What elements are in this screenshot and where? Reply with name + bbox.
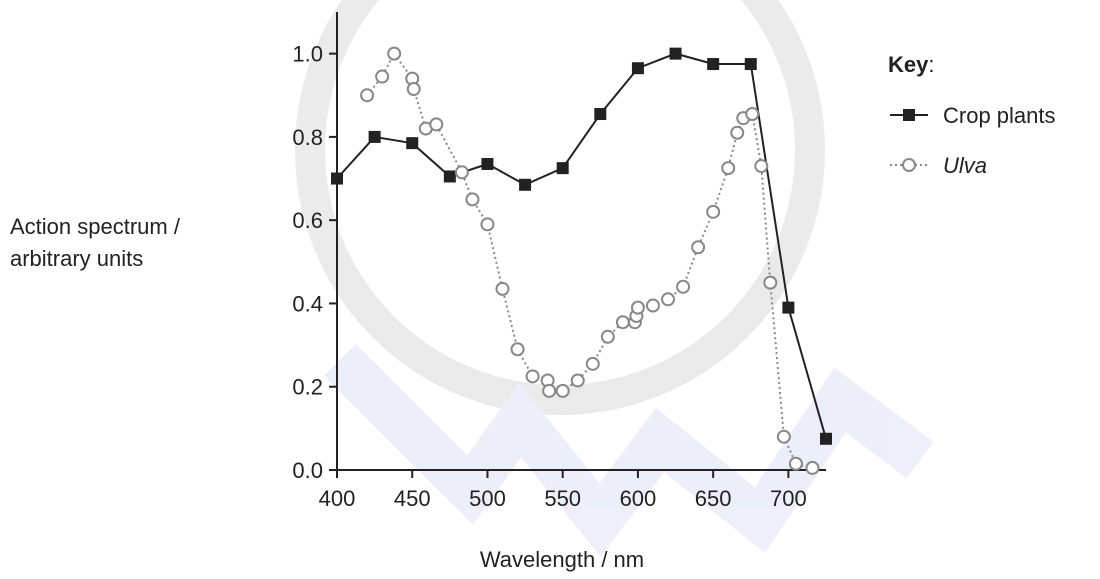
- data-point-crop-plants: [331, 172, 343, 185]
- data-point-crop-plants: [707, 58, 720, 71]
- data-point-ulva: [525, 369, 540, 384]
- legend-title-suffix: :: [928, 52, 934, 77]
- legend-entry-crop-plants: Crop plants: [890, 103, 1056, 128]
- legend-label-ulva: Ulva: [943, 153, 987, 178]
- data-point-ulva: [570, 373, 585, 388]
- y-tick-label: 1.0: [292, 42, 323, 67]
- data-point-ulva: [706, 204, 721, 219]
- series-layer: [331, 46, 832, 475]
- x-ticks: 400 450 500 550 600 650 700: [319, 470, 807, 511]
- data-point-ulva: [721, 161, 736, 176]
- data-point-crop-plants: [443, 170, 456, 183]
- y-tick-label: 0.4: [292, 291, 323, 316]
- data-point-crop-plants: [669, 47, 682, 60]
- data-point-ulva: [691, 240, 706, 255]
- y-tick-label: 0.8: [292, 125, 323, 150]
- data-point-crop-plants: [556, 162, 569, 175]
- data-point-ulva: [465, 192, 480, 207]
- series-crop-plants: [331, 47, 832, 445]
- y-axis-title-line-1: Action spectrum /: [10, 214, 181, 239]
- series-line-crop-plants: [336, 52, 827, 440]
- data-point-crop-plants: [744, 58, 757, 71]
- y-tick-label: 0.0: [292, 458, 323, 483]
- x-tick-label: 400: [319, 486, 356, 511]
- data-point-ulva: [406, 82, 421, 97]
- data-point-crop-plants: [631, 62, 644, 75]
- data-point-ulva: [805, 460, 820, 475]
- x-axis-title: Wavelength / nm: [480, 547, 644, 572]
- data-point-ulva: [676, 279, 691, 294]
- series-ulva: [360, 46, 820, 475]
- data-point-ulva: [661, 292, 676, 307]
- data-point-ulva: [495, 281, 510, 296]
- data-point-ulva: [745, 107, 760, 122]
- data-point-crop-plants: [406, 137, 419, 150]
- watermark: [295, 0, 934, 557]
- x-tick-label: 650: [695, 486, 732, 511]
- x-tick-label: 700: [770, 486, 807, 511]
- data-point-ulva: [387, 46, 402, 61]
- x-tick-label: 500: [469, 486, 506, 511]
- data-point-ulva: [480, 217, 495, 232]
- axes: 400 450 500 550 600 650 700 0.0 0.2 0.4 0.6 0.8 1.0: [292, 12, 826, 511]
- data-point-ulva: [360, 88, 375, 103]
- x-tick-label: 600: [620, 486, 657, 511]
- data-point-ulva: [645, 298, 660, 313]
- legend-title: Key: [888, 52, 929, 77]
- legend: Key: Crop plants Ulva: [888, 52, 1056, 178]
- data-point-ulva: [429, 117, 444, 132]
- data-point-crop-plants: [820, 432, 832, 445]
- legend-entry-ulva: Ulva: [890, 153, 987, 178]
- data-point-ulva: [763, 275, 778, 290]
- data-point-ulva: [510, 342, 525, 357]
- data-point-ulva: [615, 315, 630, 330]
- data-point-ulva: [555, 383, 570, 398]
- data-point-ulva: [630, 300, 645, 315]
- data-point-ulva: [754, 159, 769, 174]
- legend-marker-crop-plants: [903, 109, 915, 121]
- legend-marker-ulva: [902, 158, 916, 172]
- x-tick-label: 550: [544, 486, 581, 511]
- x-tick-label: 450: [394, 486, 431, 511]
- data-point-ulva: [730, 125, 745, 140]
- data-point-ulva: [375, 69, 390, 84]
- data-point-crop-plants: [782, 301, 795, 314]
- data-point-crop-plants: [368, 130, 381, 143]
- data-point-crop-plants: [519, 178, 532, 191]
- data-point-ulva: [585, 356, 600, 371]
- data-point-ulva: [776, 429, 791, 444]
- y-axis-title-line-2: arbitrary units: [10, 246, 143, 271]
- data-point-ulva: [600, 329, 615, 344]
- data-point-crop-plants: [594, 108, 607, 121]
- data-point-ulva: [788, 456, 803, 471]
- y-ticks: 0.0 0.2 0.4 0.6 0.8 1.0: [292, 42, 337, 483]
- data-point-crop-plants: [481, 157, 494, 170]
- y-tick-label: 0.6: [292, 208, 323, 233]
- legend-label-crop-plants: Crop plants: [943, 103, 1056, 128]
- y-tick-label: 0.2: [292, 375, 323, 400]
- data-point-ulva: [454, 165, 469, 180]
- data-point-ulva: [542, 383, 557, 398]
- legend-title-line: Key:: [888, 52, 934, 77]
